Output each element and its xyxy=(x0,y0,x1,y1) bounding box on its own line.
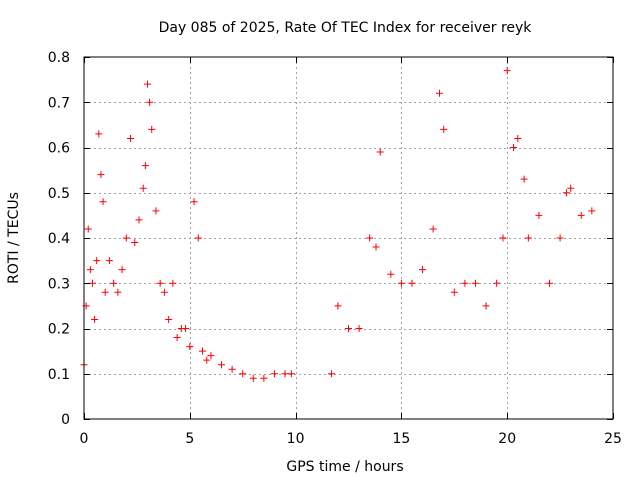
data-point xyxy=(419,266,427,274)
data-point xyxy=(408,279,416,287)
axis-ticks: 0 5 10 15 20 25 0 0.1 0.2 0.3 0.4 0.5 0.6 0.7 0.8 xyxy=(48,50,622,447)
data-points xyxy=(80,67,596,382)
data-point xyxy=(562,189,570,197)
data-point xyxy=(198,347,206,355)
x-tick-label: 25 xyxy=(604,431,622,447)
data-point xyxy=(429,225,437,233)
data-point xyxy=(514,134,522,142)
data-point xyxy=(101,288,109,296)
data-point xyxy=(366,234,374,242)
data-point xyxy=(372,243,380,251)
data-point xyxy=(186,343,194,351)
data-point xyxy=(567,184,575,192)
data-point xyxy=(143,80,151,88)
data-point xyxy=(122,234,130,242)
x-tick-label: 5 xyxy=(185,431,194,447)
data-point xyxy=(97,171,105,179)
data-point xyxy=(194,234,202,242)
data-point xyxy=(218,361,226,369)
y-tick-label: 0.6 xyxy=(48,141,70,157)
data-point xyxy=(91,315,99,323)
data-point xyxy=(131,239,139,247)
data-point xyxy=(110,279,118,287)
data-point xyxy=(165,315,173,323)
y-tick-label: 0.3 xyxy=(48,276,70,292)
data-point xyxy=(260,374,268,382)
data-point xyxy=(141,162,149,170)
data-point xyxy=(148,125,156,133)
data-point xyxy=(450,288,458,296)
data-point xyxy=(118,266,126,274)
data-point xyxy=(182,325,190,332)
data-point xyxy=(376,148,384,156)
data-point xyxy=(228,365,236,373)
data-point xyxy=(160,288,168,296)
data-point xyxy=(461,279,469,287)
data-point xyxy=(503,67,511,75)
y-tick-label: 0.2 xyxy=(48,322,70,338)
data-point xyxy=(173,334,181,342)
y-tick-label: 0.1 xyxy=(48,367,70,383)
data-point xyxy=(471,279,479,287)
x-tick-label: 10 xyxy=(287,431,305,447)
y-tick-label: 0.4 xyxy=(48,231,70,247)
data-point xyxy=(88,279,96,287)
x-tick-label: 0 xyxy=(80,431,89,447)
data-point xyxy=(334,302,342,310)
y-tick-label: 0.8 xyxy=(48,50,70,66)
x-tick-label: 15 xyxy=(392,431,410,447)
data-point xyxy=(203,356,211,364)
y-tick-label: 0 xyxy=(61,412,70,428)
data-point xyxy=(328,370,336,378)
grid-layer xyxy=(84,57,613,419)
data-point xyxy=(287,370,295,378)
data-point xyxy=(281,370,289,378)
x-tick-label: 20 xyxy=(498,431,516,447)
data-point xyxy=(397,279,405,287)
data-point xyxy=(146,98,154,106)
data-point xyxy=(105,257,113,265)
y-tick-label: 0.5 xyxy=(48,186,70,202)
data-point xyxy=(520,175,528,183)
data-point xyxy=(435,89,443,97)
data-point xyxy=(207,352,215,360)
data-point xyxy=(535,211,543,219)
data-point xyxy=(387,270,395,278)
data-point xyxy=(127,134,135,142)
data-point xyxy=(114,288,122,296)
data-point xyxy=(546,279,554,287)
data-point xyxy=(355,325,363,332)
data-point xyxy=(440,125,448,133)
data-point xyxy=(156,279,164,287)
data-point xyxy=(169,279,177,287)
data-point xyxy=(152,207,160,215)
data-point xyxy=(86,266,94,274)
data-point xyxy=(270,370,278,378)
data-point xyxy=(190,198,198,206)
data-point xyxy=(345,325,352,332)
data-point xyxy=(482,302,490,310)
data-point xyxy=(239,370,247,378)
data-point xyxy=(556,234,564,242)
data-point xyxy=(93,257,101,265)
chart-title: Day 085 of 2025, Rate Of TEC Index for r… xyxy=(159,20,533,36)
data-point xyxy=(524,234,532,242)
y-tick-label: 0.7 xyxy=(48,95,70,111)
data-point xyxy=(493,279,501,287)
data-point xyxy=(84,225,92,233)
data-point xyxy=(95,130,103,138)
data-point xyxy=(99,198,107,206)
y-axis-label: ROTI / TECUs xyxy=(6,192,22,284)
plot-frame xyxy=(83,56,614,420)
data-point xyxy=(577,211,585,219)
data-point xyxy=(249,374,257,382)
data-point xyxy=(588,207,596,215)
data-point xyxy=(139,184,147,192)
data-point xyxy=(499,234,507,242)
x-axis-label: GPS time / hours xyxy=(286,459,403,475)
data-point xyxy=(510,144,518,151)
data-point xyxy=(135,216,143,224)
